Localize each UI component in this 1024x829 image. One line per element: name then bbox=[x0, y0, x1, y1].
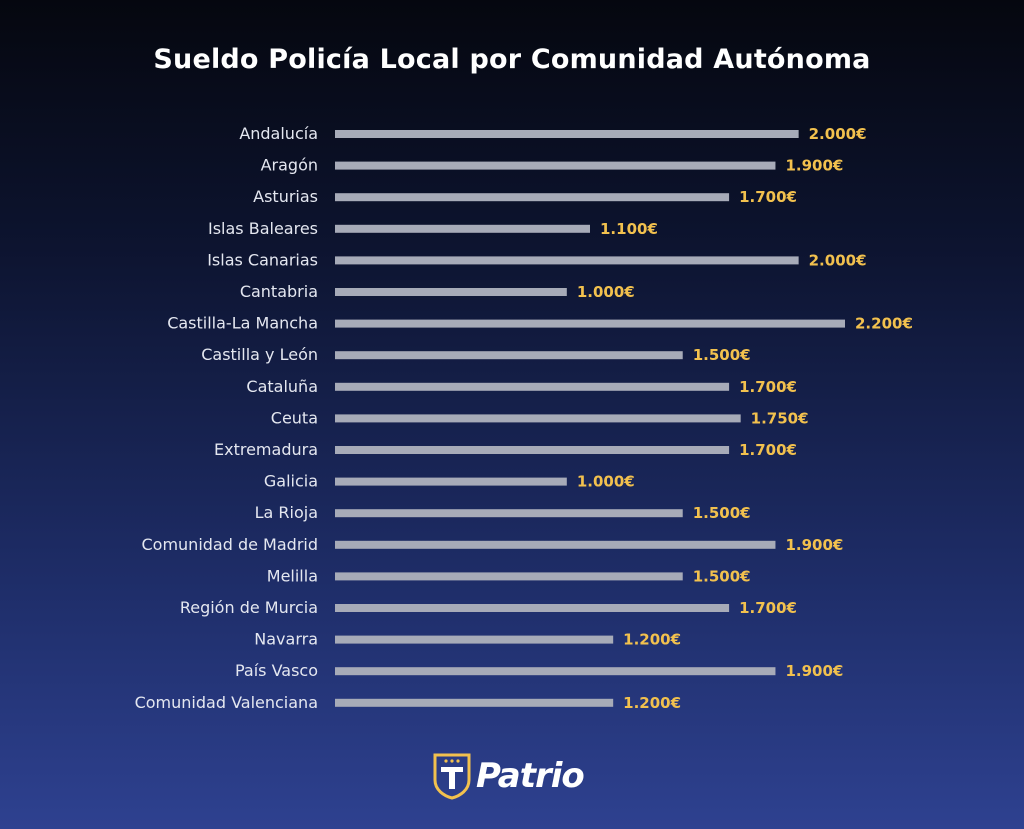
bar bbox=[335, 319, 845, 328]
value-label: 1.700€ bbox=[739, 599, 797, 617]
bar bbox=[335, 382, 730, 391]
category-label: Asturias bbox=[253, 187, 318, 206]
value-label: 1.000€ bbox=[577, 473, 635, 491]
category-label: Navarra bbox=[254, 630, 318, 649]
bar bbox=[335, 667, 776, 676]
brand-logo[interactable]: Patrio bbox=[432, 752, 585, 800]
category-label: La Rioja bbox=[255, 503, 318, 522]
category-label: País Vasco bbox=[235, 661, 318, 680]
bar bbox=[335, 477, 567, 486]
value-label: 1.500€ bbox=[693, 504, 751, 522]
bar bbox=[335, 414, 741, 423]
value-label: 1.200€ bbox=[623, 631, 681, 649]
category-label: Ceuta bbox=[271, 408, 318, 427]
bar bbox=[335, 224, 590, 233]
category-label: Comunidad Valenciana bbox=[135, 693, 318, 712]
value-label: 1.500€ bbox=[693, 567, 751, 585]
chart-title: Sueldo Policía Local por Comunidad Autón… bbox=[153, 44, 871, 75]
category-label: Cantabria bbox=[240, 282, 318, 301]
category-label: Comunidad de Madrid bbox=[141, 535, 318, 554]
bar bbox=[335, 572, 683, 581]
value-label: 1.750€ bbox=[751, 409, 809, 427]
value-label: 1.000€ bbox=[577, 283, 635, 301]
value-label: 2.200€ bbox=[855, 315, 913, 333]
value-label: 1.100€ bbox=[600, 220, 658, 238]
bar bbox=[335, 130, 799, 138]
category-label: Cataluña bbox=[246, 377, 318, 396]
bar bbox=[335, 288, 567, 296]
value-label: 1.500€ bbox=[693, 346, 751, 364]
value-label: 2.000€ bbox=[809, 251, 867, 269]
bar bbox=[335, 256, 799, 265]
bar bbox=[335, 635, 614, 644]
category-label: Región de Murcia bbox=[180, 598, 318, 617]
bar bbox=[335, 446, 730, 454]
shield-t-icon bbox=[433, 753, 471, 800]
category-label: Castilla-La Mancha bbox=[167, 314, 318, 333]
logo-text: Patrio bbox=[476, 756, 585, 796]
value-label: 2.000€ bbox=[809, 125, 867, 143]
bar bbox=[335, 604, 730, 612]
bar bbox=[335, 698, 614, 707]
value-label: 1.700€ bbox=[739, 378, 797, 396]
bar bbox=[335, 193, 730, 202]
category-label: Islas Canarias bbox=[207, 250, 318, 269]
category-label: Aragón bbox=[261, 156, 318, 175]
category-label: Castilla y León bbox=[201, 345, 318, 364]
value-label: 1.900€ bbox=[785, 536, 843, 554]
category-label: Extremadura bbox=[214, 440, 318, 459]
bar-chart: Andalucía 2.000€ Aragón 1.900€ Asturias 1.700… bbox=[135, 124, 913, 712]
bar bbox=[335, 540, 776, 549]
bar bbox=[335, 351, 683, 360]
value-label: 1.700€ bbox=[739, 441, 797, 459]
value-label: 1.700€ bbox=[739, 188, 797, 206]
value-label: 1.900€ bbox=[785, 157, 843, 175]
value-label: 1.200€ bbox=[623, 694, 681, 712]
category-label: Galicia bbox=[264, 472, 318, 491]
category-label: Islas Baleares bbox=[208, 219, 318, 238]
bar bbox=[335, 161, 776, 170]
bar bbox=[335, 509, 683, 518]
category-label: Andalucía bbox=[239, 124, 318, 143]
category-label: Melilla bbox=[267, 566, 318, 585]
value-label: 1.900€ bbox=[785, 662, 843, 680]
